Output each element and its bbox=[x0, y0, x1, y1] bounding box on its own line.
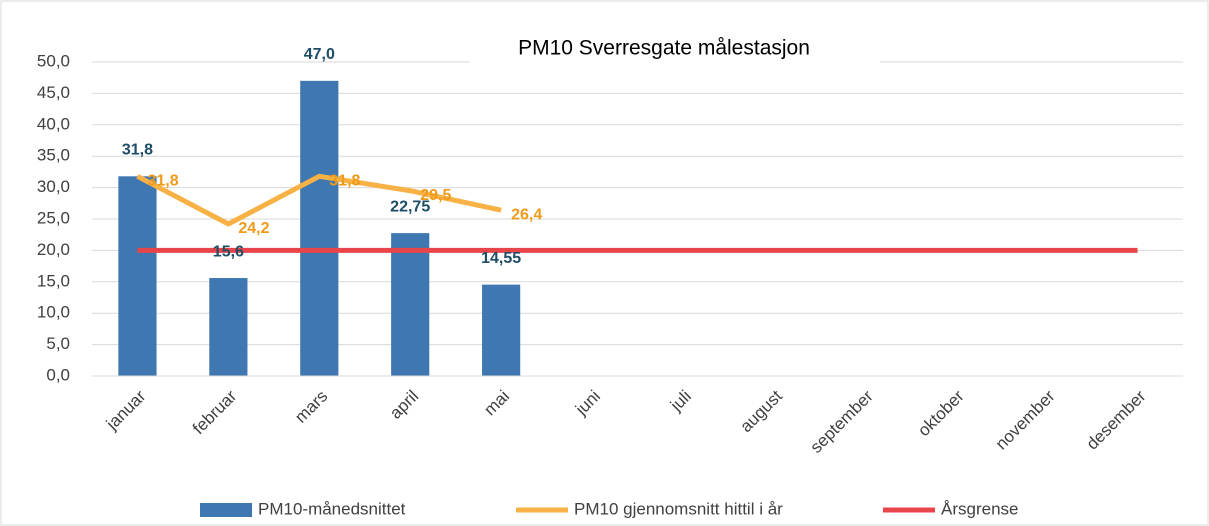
bar bbox=[391, 233, 430, 376]
y-tick-label: 25,0 bbox=[37, 208, 70, 227]
y-tick-label: 45,0 bbox=[37, 83, 70, 102]
data-label: 24,2 bbox=[238, 220, 269, 237]
legend-label: PM10-månedsnittet bbox=[258, 499, 406, 518]
bar bbox=[209, 278, 248, 376]
data-label: 22,75 bbox=[390, 198, 430, 215]
bar bbox=[482, 284, 521, 376]
data-label: 31,8 bbox=[122, 142, 153, 159]
data-label: 29,5 bbox=[420, 187, 451, 204]
y-tick-label: 35,0 bbox=[37, 146, 70, 165]
bar bbox=[118, 176, 157, 376]
legend-label: Årsgrense bbox=[941, 499, 1018, 518]
legend-swatch bbox=[200, 503, 252, 517]
y-tick-label: 40,0 bbox=[37, 114, 70, 133]
data-label: 47,0 bbox=[304, 46, 335, 63]
y-tick-label: 0,0 bbox=[46, 365, 70, 384]
y-tick-label: 10,0 bbox=[37, 303, 70, 322]
y-tick-label: 50,0 bbox=[37, 51, 70, 70]
line bbox=[136, 173, 502, 227]
data-label: 31,8 bbox=[329, 173, 360, 190]
chart-title: PM10 Sverresgate målestasjon bbox=[518, 37, 810, 60]
data-label: 26,4 bbox=[511, 206, 542, 223]
y-tick-label: 5,0 bbox=[46, 334, 70, 353]
bar bbox=[300, 80, 339, 376]
data-label: 14,55 bbox=[481, 250, 521, 267]
data-label: 15,6 bbox=[213, 243, 244, 260]
title-background bbox=[470, 32, 880, 66]
y-tick-label: 15,0 bbox=[37, 271, 70, 290]
data-label: 31,8 bbox=[147, 173, 178, 190]
y-tick-label: 20,0 bbox=[37, 240, 70, 259]
y-tick-label: 30,0 bbox=[37, 177, 70, 196]
legend-label: PM10 gjennomsnitt hittil i år bbox=[574, 499, 783, 518]
